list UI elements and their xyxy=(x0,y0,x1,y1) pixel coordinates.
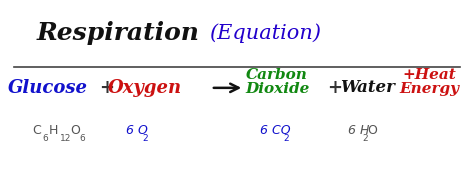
Text: Carbon
Dioxide: Carbon Dioxide xyxy=(245,68,310,96)
Text: 2: 2 xyxy=(363,134,368,143)
Text: O: O xyxy=(70,124,80,137)
Text: O: O xyxy=(367,124,377,137)
Text: +: + xyxy=(327,79,342,97)
Text: +Heat
Energy: +Heat Energy xyxy=(399,68,459,96)
Text: 6 CO: 6 CO xyxy=(260,124,291,137)
Text: 2: 2 xyxy=(283,134,289,143)
Text: Respiration: Respiration xyxy=(37,21,200,45)
Text: Oxygen: Oxygen xyxy=(108,79,182,97)
Text: C: C xyxy=(32,124,40,137)
Text: 6 O: 6 O xyxy=(126,124,147,137)
Text: H: H xyxy=(49,124,58,137)
Text: 2: 2 xyxy=(142,134,148,143)
Text: 6: 6 xyxy=(80,134,85,143)
Text: +: + xyxy=(99,79,114,97)
Text: Water: Water xyxy=(340,79,395,96)
Text: (Equation): (Equation) xyxy=(210,23,321,43)
Text: Glucose: Glucose xyxy=(8,79,87,97)
Text: 12: 12 xyxy=(60,134,71,143)
Text: 6 H: 6 H xyxy=(348,124,370,137)
Text: 6: 6 xyxy=(43,134,48,143)
